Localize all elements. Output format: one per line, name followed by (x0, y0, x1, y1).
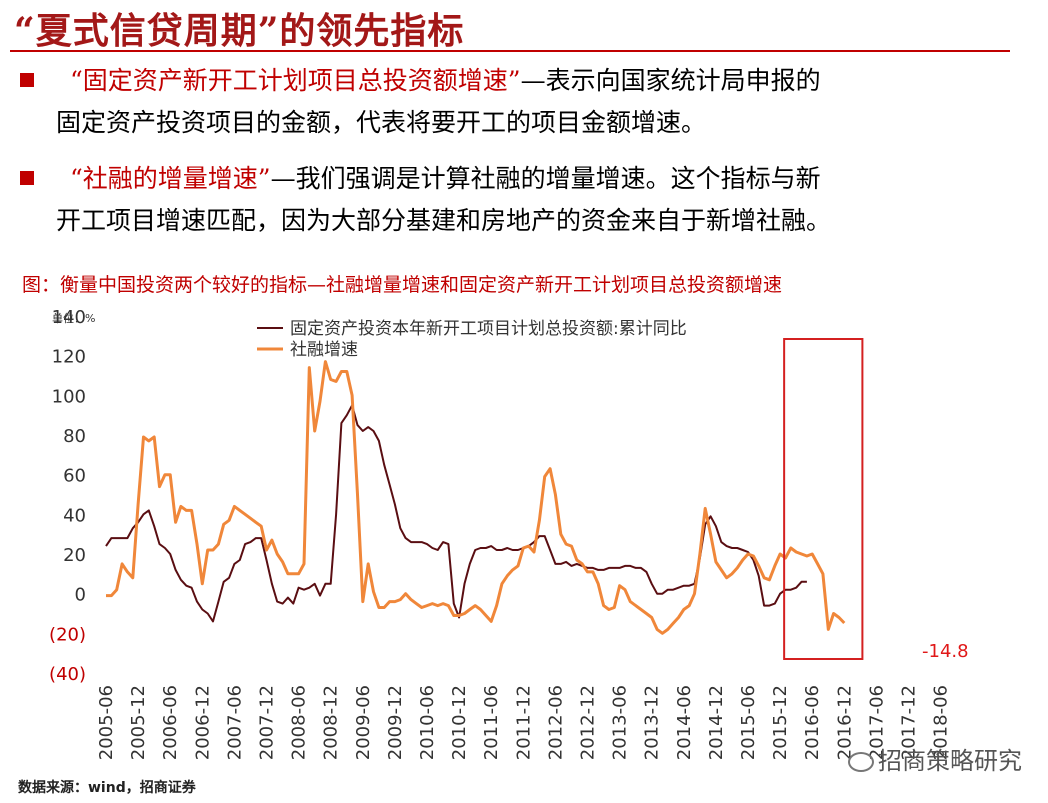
x-tick-label: 2016-06 (802, 685, 823, 760)
y-tick-label: (20) (49, 624, 86, 645)
x-tick-label: 2008-06 (289, 685, 310, 760)
bullet-2-highlight: “社融的增量增速” (70, 164, 271, 193)
figure-caption: 图：衡量中国投资两个较好的指标—社融增量增速和固定资产新开工计划项目总投资额增速 (22, 274, 783, 296)
x-tick-label: 2006-12 (192, 685, 213, 760)
x-tick-label: 2010-12 (449, 685, 470, 760)
series-layer (105, 360, 846, 635)
x-tick-label: 2012-12 (578, 685, 599, 760)
watermark-text: 招商策略研究 (878, 747, 1022, 775)
y-tick-label: 20 (63, 545, 86, 566)
legend: 固定资产投资本年新开工项目计划总投资额:累计同比 社融增速 (257, 319, 687, 360)
x-tick-label: 2015-12 (770, 685, 791, 760)
y-tick-label: 40 (63, 505, 86, 526)
bullet-1-text: —表示向国家统计局申报的 (520, 66, 821, 95)
highlight-box (783, 338, 864, 660)
bullet-1-line1: “固定资产新开工计划项目总投资额增速”—表示向国家统计局申报的 (70, 60, 821, 102)
y-tick-label: 0 (75, 585, 86, 606)
x-tick-label: 2018-06 (931, 685, 952, 760)
bullet-square-icon (20, 73, 34, 87)
x-tick-label: 2017-06 (866, 685, 887, 760)
legend-label-2: 社融增速 (290, 340, 358, 360)
bullet-2-line2: 开工项目增速匹配，因为大部分基建和房地产的资金来自于新增社融。 (56, 206, 832, 235)
series-line-2 (106, 360, 846, 635)
y-tick-label: 80 (63, 426, 86, 447)
x-tick-label: 2009-12 (385, 685, 406, 760)
x-tick-label: 2017-12 (899, 685, 920, 760)
x-tick-label: 2005-12 (128, 685, 149, 760)
x-tick-label: 2011-06 (481, 685, 502, 760)
x-tick-label: 2016-12 (834, 685, 855, 760)
x-tick-label: 2015-06 (738, 685, 759, 760)
bullet-square-icon (20, 171, 34, 185)
x-tick-label: 2011-12 (513, 685, 534, 760)
y-tick-label: 140 (52, 307, 86, 328)
x-tick-label: 2007-06 (224, 685, 245, 760)
x-tick-label: 2010-06 (417, 685, 438, 760)
x-tick-label: 2014-12 (706, 685, 727, 760)
y-axis: 140 120 100 80 60 40 20 0 (20) (40) (49, 307, 86, 685)
data-source: 数据来源：wind，招商证券 (18, 780, 196, 796)
bullet-1-highlight: “固定资产新开工计划项目总投资额增速” (70, 66, 521, 95)
x-tick-label: 2008-12 (321, 685, 342, 760)
legend-label-1: 固定资产投资本年新开工项目计划总投资额:累计同比 (290, 319, 687, 339)
y-tick-label: 100 (52, 386, 86, 407)
unit-label: 单位：% (52, 311, 95, 325)
bullet-2-text: —我们强调是计算社融的增量增速。这个指标与新 (270, 164, 821, 193)
x-tick-label: 2013-12 (642, 685, 663, 760)
y-tick-label: 120 (52, 347, 86, 368)
wechat-icon (848, 752, 874, 772)
title-rule (10, 50, 1010, 52)
x-tick-label: 2007-12 (257, 685, 278, 760)
x-tick-label: 2006-06 (160, 685, 181, 760)
x-tick-label: 2012-06 (545, 685, 566, 760)
series-line-1 (105, 404, 807, 623)
y-tick-label: 60 (63, 466, 86, 487)
bullet-1-line2: 固定资产投资项目的金额，代表将要开工的项目金额增速。 (56, 108, 707, 137)
bullet-2-line1: “社融的增量增速”—我们强调是计算社融的增量增速。这个指标与新 (70, 158, 821, 200)
x-tick-label: 2009-06 (353, 685, 374, 760)
x-tick-label: 2013-06 (610, 685, 631, 760)
y-tick-label: (40) (49, 664, 86, 685)
x-axis: 2005-06 2005-12 2006-06 2006-12 2007-06 2007-… (96, 685, 952, 760)
x-tick-label: 2014-06 (674, 685, 695, 760)
end-value-annotation: -14.8 (922, 641, 969, 662)
x-tick-label: 2005-06 (96, 685, 117, 760)
watermark: 招商策略研究 (848, 741, 1022, 776)
slide-title: “夏式信贷周期”的领先指标 (14, 10, 465, 52)
